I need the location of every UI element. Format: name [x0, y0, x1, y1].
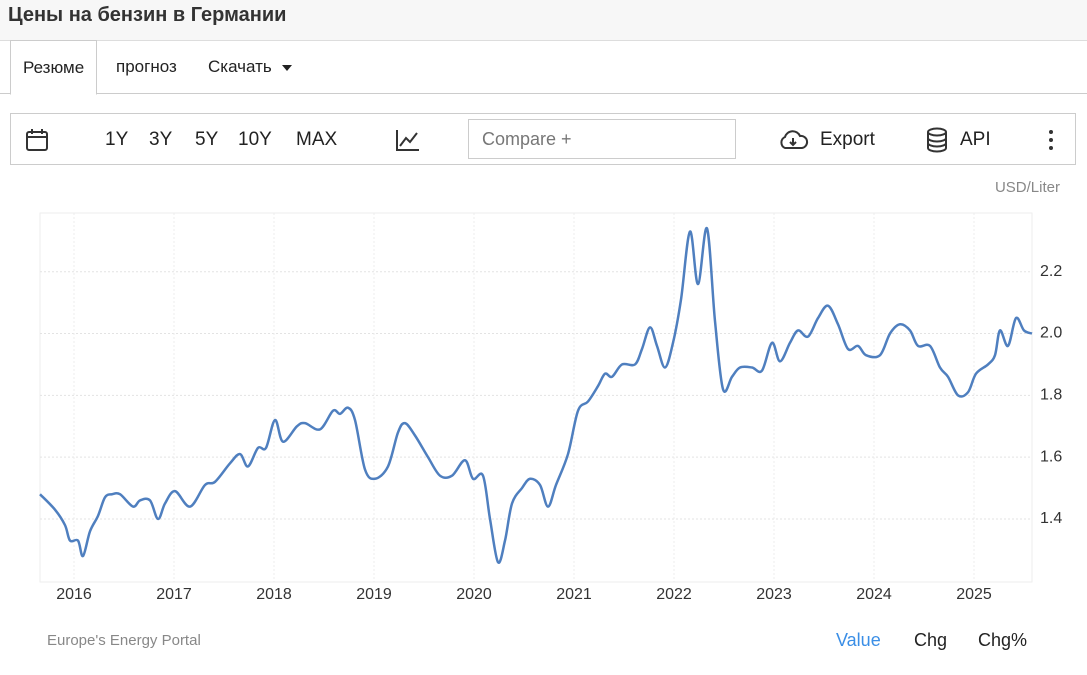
export-button[interactable]: Export: [820, 129, 875, 150]
line-series: [39, 227, 1033, 564]
x-tick-label: 2019: [356, 586, 392, 603]
unit-label: USD/Liter: [995, 179, 1060, 196]
range-button[interactable]: 3Y: [149, 129, 173, 150]
footer-tab[interactable]: Chg%: [978, 630, 1028, 650]
chart-type-icon[interactable]: [395, 128, 421, 152]
footer-tab[interactable]: Chg: [914, 630, 948, 650]
page-title: Цены на бензин в Германии: [8, 4, 287, 26]
x-tick-label: 2018: [256, 586, 292, 603]
caret: [281, 64, 292, 71]
top-bar: [0, 0, 1087, 41]
tab[interactable]: Резюме: [10, 40, 98, 95]
api-button[interactable]: API: [960, 129, 991, 150]
x-tick-label: 2021: [556, 586, 592, 603]
tab[interactable]: прогноз: [116, 57, 177, 76]
tab-dropdown[interactable]: Скачать: [208, 40, 292, 93]
api-icon[interactable]: [926, 127, 948, 153]
range-button[interactable]: 10Y: [238, 129, 272, 150]
x-tick-label: 2022: [656, 586, 692, 603]
x-tick-label: 2020: [456, 586, 492, 603]
y-tick-label: 1.6: [1040, 448, 1062, 465]
range-button[interactable]: 5Y: [195, 129, 219, 150]
x-tick-label: 2023: [756, 586, 792, 603]
range-button[interactable]: 1Y: [105, 129, 129, 150]
more-icon[interactable]: [1047, 129, 1055, 151]
tabs: Резюме прогноз Скачать: [0, 40, 1087, 95]
y-tick-label: 2.0: [1040, 325, 1062, 342]
tab-label: Скачать: [208, 57, 272, 76]
toolbar: 1Y 3Y 5Y 10Y MAX Compare + Export API: [10, 113, 1076, 165]
y-tick-label: 1.8: [1040, 387, 1062, 404]
x-tick-label: 2025: [956, 586, 992, 603]
y-tick-label: 1.4: [1040, 510, 1062, 527]
y-tick-label: 2.2: [1040, 263, 1062, 280]
x-tick-label: 2016: [56, 586, 92, 603]
compare-input[interactable]: Compare +: [468, 119, 736, 159]
x-tick-label: 2017: [156, 586, 192, 603]
source: Europe's Energy Portal: [47, 632, 201, 649]
calendar-icon[interactable]: [25, 128, 49, 152]
plot-area: [39, 212, 1033, 583]
range-button[interactable]: MAX: [296, 129, 338, 150]
footer-tab[interactable]: Value: [836, 630, 881, 650]
x-tick-label: 2024: [856, 586, 892, 603]
export-icon[interactable]: [777, 128, 809, 152]
